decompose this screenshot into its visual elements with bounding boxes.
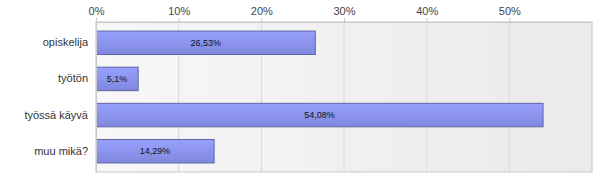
bar (96, 67, 138, 90)
x-tick-mark (96, 18, 97, 22)
x-tick: 50% (499, 5, 521, 22)
data-labels: 26,53% 5,1% 54,08% 14,29% (107, 38, 335, 156)
grid (96, 22, 509, 172)
x-tick-mark (344, 18, 345, 22)
x-tick: 10% (168, 5, 190, 22)
y-tick: muu mikä? (34, 145, 96, 157)
x-tick-label: 20% (251, 5, 273, 17)
grid-line (509, 22, 510, 172)
x-tick: 20% (251, 5, 273, 22)
y-tick: työtön (58, 72, 96, 84)
bars (96, 31, 543, 163)
x-tick-mark (427, 18, 428, 22)
category-label: työtön (58, 72, 88, 84)
category-label: opiskelija (43, 36, 89, 48)
x-axis-line (97, 22, 593, 23)
x-tick-label: 0% (89, 5, 105, 17)
y-tick: opiskelija (43, 36, 96, 48)
grid-line (96, 22, 97, 172)
x-tick: 0% (89, 5, 105, 22)
y-axis: opiskelija työtön työssä käyvä muu mikä? (24, 23, 96, 173)
data-label: 26,53% (190, 38, 221, 48)
x-tick: 30% (333, 5, 355, 22)
data-label: 54,08% (304, 110, 335, 120)
category-label: työssä käyvä (24, 109, 88, 121)
grid-line (344, 22, 345, 172)
y-axis-line (96, 23, 97, 173)
y-tick: työssä käyvä (24, 109, 96, 121)
bar (96, 31, 315, 54)
x-tick: 40% (416, 5, 438, 22)
plot-frame (96, 22, 592, 172)
x-tick-mark (179, 18, 180, 22)
chart: 0% 10% 20% 30% 40% 50% opiskelija työtön työssä … (0, 0, 600, 188)
x-tick-mark (509, 18, 510, 22)
category-label: muu mikä? (34, 145, 88, 157)
x-tick-label: 50% (499, 5, 521, 17)
x-tick-mark (261, 18, 262, 22)
x-tick-label: 30% (333, 5, 355, 17)
x-tick-label: 40% (416, 5, 438, 17)
x-axis: 0% 10% 20% 30% 40% 50% (89, 5, 593, 23)
data-label: 5,1% (107, 74, 128, 84)
grid-line (426, 22, 427, 172)
bar (96, 103, 543, 126)
bar (96, 139, 214, 162)
x-tick-label: 10% (168, 5, 190, 17)
data-label: 14,29% (140, 146, 171, 156)
